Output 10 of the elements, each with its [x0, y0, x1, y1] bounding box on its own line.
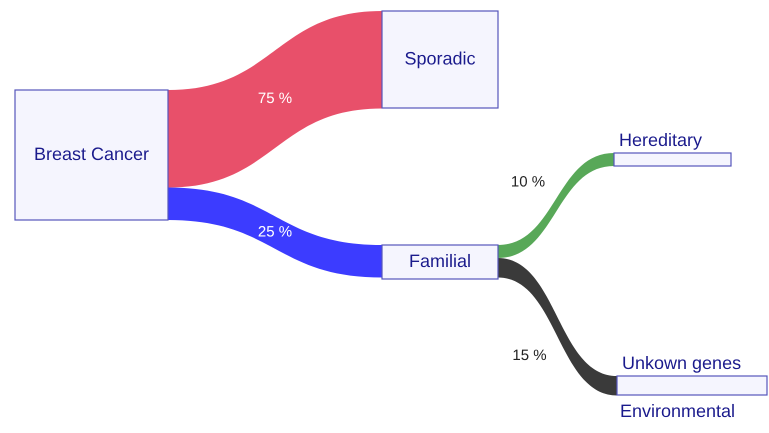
data-label: 10 %	[510, 173, 546, 190]
text: Environmental	[620, 401, 736, 421]
category-label: Familial	[408, 250, 472, 271]
text: Breast Cancer	[34, 144, 150, 164]
category-label: Unkown genes	[622, 353, 742, 373]
category-label: Hereditary	[619, 130, 702, 150]
data-label: 75 %	[258, 90, 292, 108]
category-label: Sporadic	[404, 48, 476, 68]
data-label: 15 %	[512, 347, 547, 364]
data-label: 25 %	[258, 223, 292, 240]
